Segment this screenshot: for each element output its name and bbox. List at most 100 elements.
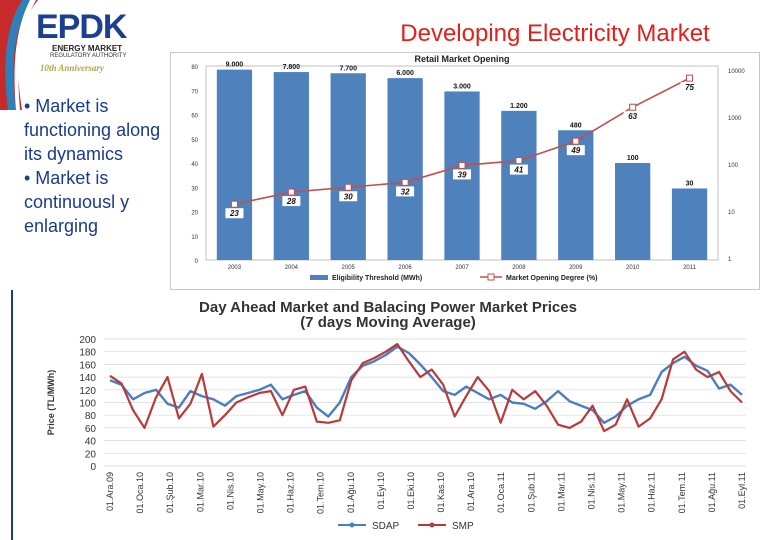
x-tick-label: 01.Haz.11: [647, 472, 657, 512]
y-tick-label: 140: [79, 373, 96, 384]
x-tick-label: 2008: [512, 265, 526, 271]
y-tick-label: 60: [191, 114, 198, 120]
line-marker: [515, 157, 523, 165]
logo-subtitle: ENERGY MARKET: [52, 44, 123, 53]
x-tick-label: 01.Ağu.10: [346, 472, 356, 513]
series-line-sdap: [109, 345, 743, 425]
bar-label: 7.700: [339, 65, 357, 72]
bar-label: 480: [570, 122, 582, 129]
x-tick-label: 01.Eyl.11: [737, 472, 747, 509]
legend-label: Eligibility Threshold (MWh): [332, 275, 422, 282]
bar-label: 7.800: [283, 64, 301, 71]
chart-title: Retail Market Opening: [414, 54, 509, 64]
x-tick-label: 2009: [569, 265, 583, 271]
chart-background: [18, 292, 768, 540]
legend-marker: [349, 522, 355, 528]
bar: [273, 72, 309, 260]
logo-subtitle-2: REGULATORY AUTHORITY: [50, 53, 127, 59]
x-tick-label: 2004: [285, 265, 299, 271]
x-tick-label: 01.Tem.10: [316, 472, 326, 514]
x-tick-label: 01.Mar.10: [195, 472, 205, 512]
bullet-item: • Market is functioning along its dynami…: [24, 96, 161, 164]
bar: [501, 110, 537, 260]
data-label: 32: [401, 187, 410, 196]
retail-market-chart: Retail Market Opening 0 10 20 30 40 50 60 70 80 1 1…: [170, 52, 760, 290]
y-tick-label: 200: [79, 335, 96, 346]
y2-tick-label: 10000: [728, 69, 745, 75]
data-label-bg: [623, 111, 642, 122]
x-tick-label: 01.Eki.10: [406, 472, 416, 510]
logo-text: EPDK: [36, 8, 127, 46]
y-tick-label: 80: [191, 65, 198, 71]
x-tick-label: 01.Şub.10: [165, 472, 175, 513]
y2-tick-label: 1000: [728, 116, 742, 122]
logo-anniversary: 10th Anniversary: [40, 63, 104, 73]
y-tick-label: 0: [90, 462, 96, 473]
x-tick-label: 01.Kas.10: [436, 472, 446, 513]
y-tick-label: 180: [79, 348, 96, 359]
data-label: 75: [685, 83, 694, 92]
x-tick-label: 01.Ara.10: [466, 472, 476, 511]
x-tick-label: 01.May.10: [255, 472, 265, 513]
bar-label: 6.000: [396, 70, 414, 77]
x-tick-label: 01.Eyl.10: [376, 472, 386, 510]
legend-swatch: [487, 273, 495, 281]
x-tick-label: 01.Ağu.11: [707, 472, 717, 512]
x-tick-label: 01.Nis.11: [587, 472, 597, 509]
y-tick-label: 100: [79, 399, 96, 410]
y-tick-label: 80: [85, 411, 97, 422]
bullet-list: • Market is functioning along its dynami…: [24, 94, 164, 238]
line-marker: [287, 188, 295, 196]
bar: [387, 78, 423, 260]
data-label-bg: [396, 186, 415, 197]
line-marker: [344, 183, 352, 191]
divider-line: [11, 290, 13, 540]
data-label-bg: [339, 191, 358, 202]
y2-tick-label: 1: [728, 257, 732, 263]
x-tick-label: 01.Mar.11: [556, 472, 566, 511]
legend-label: SMP: [452, 521, 474, 532]
bar-label: 3.000: [453, 83, 471, 90]
chart-subtitle: (7 days Moving Average): [300, 314, 476, 331]
line-marker: [572, 137, 580, 145]
y-tick-label: 20: [85, 449, 97, 460]
dam-price-chart: Day Ahead Market and Balacing Power Mark…: [18, 292, 768, 540]
chart-title: Day Ahead Market and Balacing Power Mark…: [199, 299, 577, 316]
x-tick-label: 01.Şub.11: [526, 472, 536, 512]
bar: [671, 188, 708, 260]
bar: [330, 73, 366, 261]
y-tick-label: 0: [195, 259, 199, 265]
data-label: 63: [628, 112, 637, 121]
data-label: 28: [286, 197, 296, 206]
data-label-bg: [225, 208, 244, 219]
bar-label: 1.200: [510, 103, 528, 110]
y-tick-label: 120: [79, 386, 96, 397]
x-tick-label: 01.Tem.11: [677, 472, 687, 513]
y-tick-label: 160: [79, 360, 96, 371]
bar-label: 9.000: [226, 62, 244, 69]
y-tick-label: 60: [85, 424, 97, 435]
x-tick-label: 2007: [455, 265, 469, 271]
page-title: Developing Electricity Market: [400, 20, 710, 47]
data-label-bg: [509, 164, 528, 175]
bar: [216, 69, 253, 260]
bullet-item: • Market is continuousl y enlarging: [24, 168, 130, 236]
line-marker: [458, 161, 466, 169]
bar-label: 30: [686, 180, 694, 187]
data-label: 30: [344, 192, 353, 201]
line-marker: [629, 103, 637, 111]
data-label-bg: [680, 82, 699, 93]
y-tick-label: 30: [191, 186, 198, 192]
series-line-smp: [109, 342, 743, 433]
x-tick-label: 2005: [342, 265, 356, 271]
legend-label: Market Opening Degree (%): [506, 275, 597, 282]
line-marker: [401, 178, 409, 186]
data-label-bg: [453, 169, 471, 180]
x-tick-label: 2011: [683, 265, 697, 271]
y-tick-label: 40: [85, 437, 97, 448]
y-tick-label: 10: [191, 235, 198, 241]
data-label: 23: [229, 209, 239, 218]
line-marker: [686, 74, 694, 82]
y-axis-label: Price (TL/MWh): [46, 370, 56, 436]
y-tick-label: 20: [191, 211, 198, 217]
